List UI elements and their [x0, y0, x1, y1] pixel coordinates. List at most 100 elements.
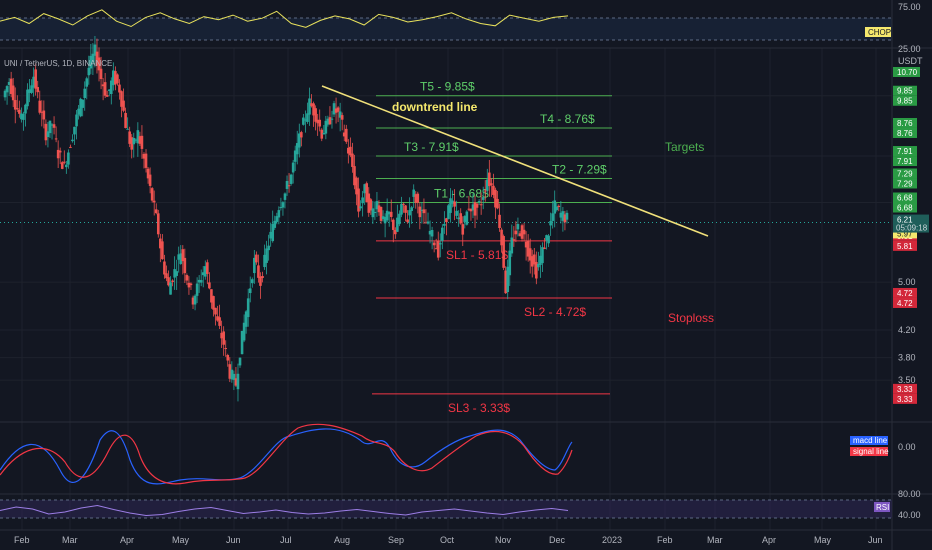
- candle-body: [246, 298, 250, 318]
- candle-body: [277, 210, 281, 218]
- candle-body: [222, 331, 225, 345]
- time-axis[interactable]: Feb Mar Apr May Jun Jul Aug Sep Oct Nov Dec 2023 Feb…: [14, 535, 883, 545]
- candle-body: [177, 254, 181, 260]
- rsi-legend-text: RSI: [876, 503, 889, 512]
- target-price-tag-text: 7.91: [897, 157, 913, 166]
- currency-label: USDT: [898, 56, 923, 66]
- candle-body: [295, 143, 299, 155]
- candle-body: [156, 213, 160, 235]
- candle-body: [353, 166, 356, 186]
- candle-body: [406, 219, 409, 223]
- time-axis-label: Dec: [549, 535, 566, 545]
- signal-legend-text: signal line: [853, 447, 889, 456]
- targets-label: Targets: [665, 140, 704, 154]
- candle-body: [13, 100, 17, 110]
- stop-price-tag: [893, 240, 917, 251]
- chop-legend-tag: [865, 27, 891, 37]
- candle-body: [30, 85, 33, 93]
- candle-body: [541, 247, 544, 264]
- candle-body: [120, 91, 123, 107]
- candle-body: [242, 322, 246, 341]
- candle-body: [363, 184, 366, 194]
- candle-body: [58, 150, 62, 153]
- candle-body: [338, 111, 342, 118]
- candle-body: [65, 164, 68, 168]
- candle-body: [324, 120, 328, 134]
- candle-body: [253, 257, 256, 274]
- macd-line: [0, 428, 573, 485]
- time-axis-label: May: [814, 535, 832, 545]
- macd-zero-tick: 0.00: [898, 442, 916, 452]
- candle-body: [436, 240, 440, 258]
- candle-body: [416, 193, 420, 203]
- stop-label-sl2: SL2 - 4.72$: [524, 305, 586, 319]
- candle-body: [5, 86, 9, 93]
- target-price-tag: [893, 85, 917, 96]
- candle-body: [195, 283, 199, 296]
- candle-body: [20, 113, 23, 120]
- candle-body: [144, 153, 148, 168]
- target-price-tag-text: 6.68: [897, 194, 913, 203]
- rsi-tick-lower: 40.00: [898, 510, 921, 520]
- candle-body: [381, 216, 385, 220]
- candle-body: [236, 373, 240, 390]
- candle-body: [365, 183, 369, 203]
- time-axis-label: Feb: [14, 535, 30, 545]
- candle-body: [267, 245, 270, 251]
- candle-body: [150, 188, 154, 201]
- candle-body: [549, 220, 552, 226]
- price-axis[interactable]: 75.00 25.00 USDT 10.70 CHOP 0.00 macd li…: [850, 2, 929, 520]
- candle-body: [206, 262, 209, 274]
- candle-body: [214, 307, 217, 315]
- candle-body: [285, 181, 289, 189]
- candle-body: [114, 71, 117, 85]
- candle-body: [201, 272, 205, 276]
- candle-body: [289, 174, 293, 184]
- candle-body: [520, 225, 524, 239]
- candle-body: [469, 208, 473, 212]
- stop-price-tag-text: 4.72: [897, 299, 913, 308]
- candle-body: [167, 277, 170, 286]
- candle-body: [140, 135, 144, 149]
- candle-body: [438, 243, 442, 245]
- candle-body: [250, 279, 254, 284]
- candle-body: [306, 113, 309, 122]
- candle-body: [441, 227, 444, 241]
- price-axis-tick: 4.20: [898, 325, 916, 335]
- candle-body: [293, 150, 297, 162]
- candle-body: [11, 85, 15, 101]
- candle-body: [171, 280, 174, 283]
- candle-body: [230, 369, 234, 380]
- candle-body: [185, 275, 189, 281]
- candle-body: [91, 53, 95, 63]
- candle-body: [410, 207, 413, 211]
- candle-body: [275, 216, 279, 222]
- candle-body: [461, 224, 465, 235]
- candle-body: [496, 198, 499, 209]
- rsi-legend-tag: [874, 502, 890, 512]
- time-axis-label: May: [172, 535, 190, 545]
- candle-body: [330, 118, 334, 120]
- candle-body: [412, 189, 416, 197]
- candle-body: [161, 241, 164, 260]
- candle-body: [297, 133, 301, 148]
- top-price-tag: [893, 67, 920, 77]
- candle-body: [263, 254, 266, 268]
- rsi-line: [0, 504, 569, 517]
- candle-body: [112, 70, 115, 86]
- candle-body: [181, 249, 185, 262]
- downtrend-line[interactable]: [321, 85, 709, 237]
- candle-body: [340, 115, 344, 120]
- candle-body: [212, 296, 215, 310]
- candle-body: [279, 207, 283, 209]
- candle-body: [557, 205, 561, 208]
- candle-body: [269, 231, 272, 239]
- candle-body: [228, 364, 232, 379]
- candle-body: [434, 248, 438, 250]
- candle-body: [73, 126, 76, 135]
- candle-body: [508, 250, 512, 276]
- candle-body: [459, 213, 463, 224]
- rsi-pane: [0, 499, 892, 519]
- candle-body: [553, 200, 557, 214]
